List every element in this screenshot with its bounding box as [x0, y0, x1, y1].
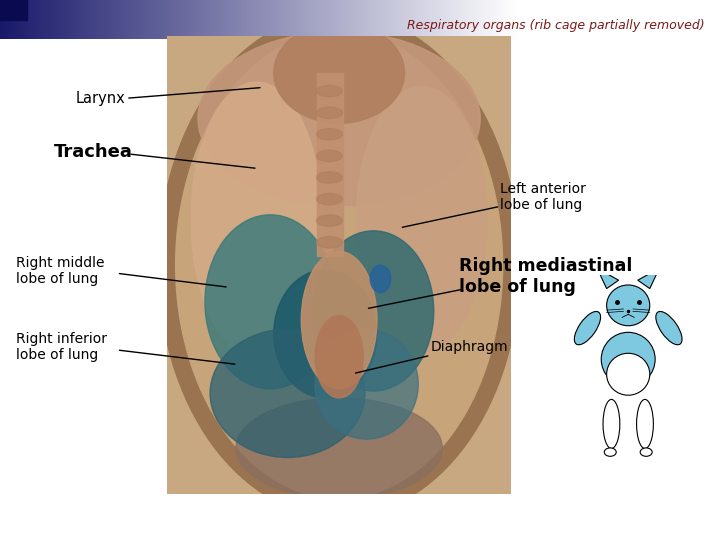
Bar: [0, 0, 27, 20]
Text: Trachea: Trachea: [54, 143, 133, 161]
Text: Right inferior
lobe of lung: Right inferior lobe of lung: [16, 332, 107, 362]
Text: Respiratory organs (rib cage partially removed): Respiratory organs (rib cage partially r…: [407, 19, 704, 32]
Text: Larynx: Larynx: [76, 91, 125, 106]
Text: Diaphragm: Diaphragm: [431, 340, 508, 354]
Text: Right middle
lobe of lung: Right middle lobe of lung: [16, 256, 104, 286]
Text: Right mediastinal
lobe of lung: Right mediastinal lobe of lung: [459, 257, 633, 296]
Text: Left anterior
lobe of lung: Left anterior lobe of lung: [500, 182, 586, 212]
